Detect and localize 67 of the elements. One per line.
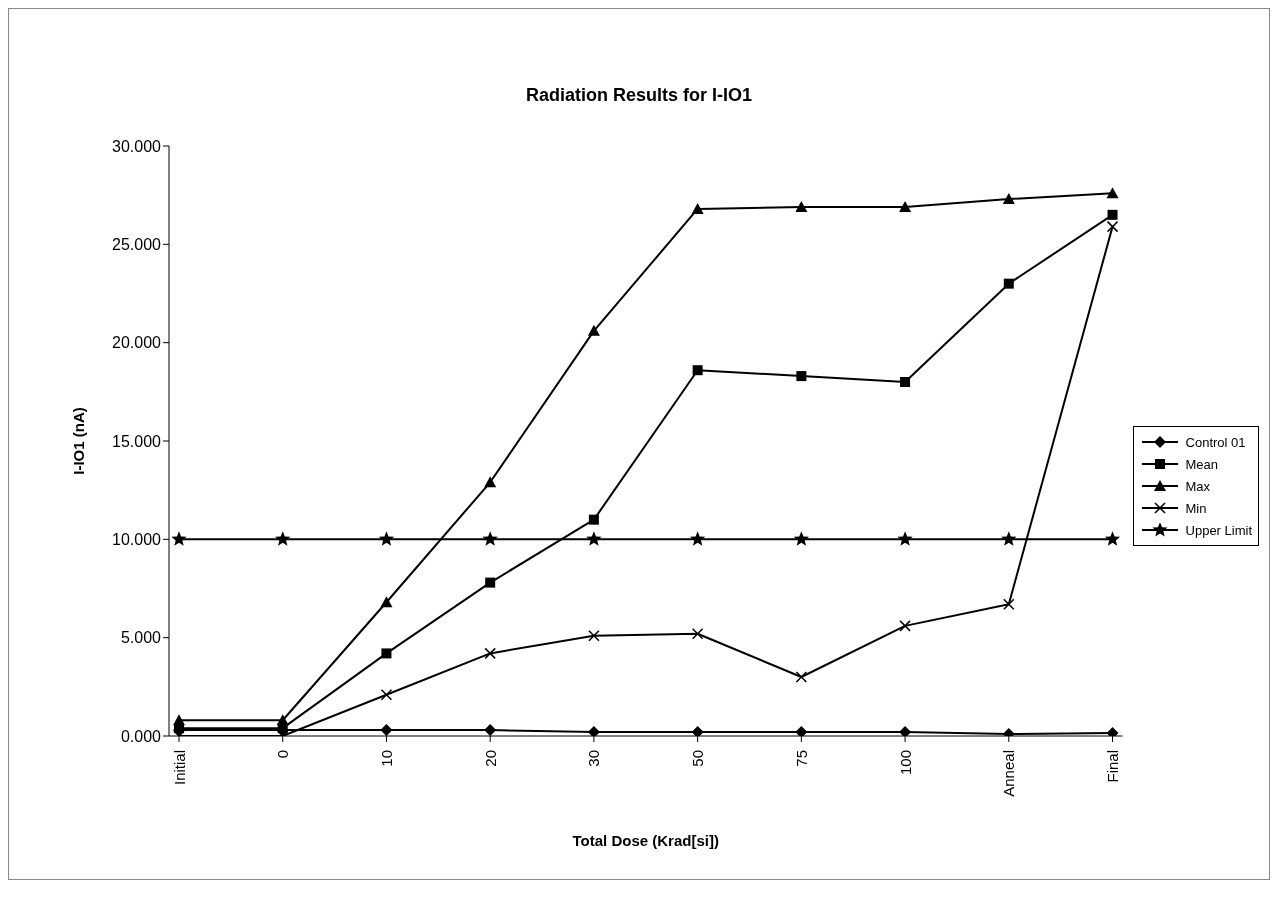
point	[899, 200, 912, 212]
point	[588, 629, 600, 642]
point	[796, 371, 807, 382]
legend-label: Max	[1185, 478, 1211, 494]
x-tick-label: 10	[377, 750, 395, 767]
x-tick-label: 20	[481, 750, 499, 767]
point	[588, 514, 599, 525]
y-tick-label: 10.000	[112, 531, 162, 549]
point	[1002, 193, 1015, 205]
point	[482, 531, 498, 546]
y-tick-label: 15.000	[112, 432, 162, 450]
point	[691, 202, 704, 214]
point	[380, 724, 393, 736]
x-tick-label: 30	[585, 750, 603, 767]
point	[275, 531, 291, 546]
x-tick-label: Initial	[170, 750, 188, 786]
point	[587, 324, 600, 336]
x-tick-label: 0	[274, 750, 292, 759]
point	[586, 531, 602, 546]
point	[899, 620, 911, 632]
x-tick-label: 100	[896, 750, 914, 776]
y-tick-label: 20.000	[112, 334, 162, 352]
point	[1003, 278, 1014, 289]
point	[795, 726, 808, 736]
point	[380, 596, 393, 608]
y-tick-label: 30.000	[112, 137, 162, 155]
point	[485, 577, 496, 588]
point	[380, 688, 393, 701]
x-tick-label: 75	[792, 750, 810, 767]
point	[484, 476, 497, 488]
point	[1106, 220, 1119, 233]
point	[899, 726, 912, 736]
point	[1107, 209, 1118, 220]
point	[173, 714, 185, 726]
point	[692, 365, 703, 376]
point	[484, 647, 496, 660]
y-axis-title: I-IO1 (nA)	[70, 407, 88, 475]
point	[691, 726, 704, 736]
point	[276, 714, 289, 726]
point	[900, 377, 911, 387]
x-tick-label: 50	[689, 750, 707, 767]
point	[897, 531, 913, 546]
y-tick-label: 0.000	[120, 727, 162, 745]
x-axis-title: Total Dose (Krad[si])	[572, 832, 719, 849]
point	[690, 531, 706, 546]
chart-title: Radiation Results for I-IO1	[525, 84, 753, 106]
point	[691, 627, 704, 640]
x-tick-label: Anneal	[1000, 750, 1018, 797]
point	[795, 200, 808, 212]
point	[1104, 531, 1121, 546]
point	[484, 724, 497, 736]
y-tick-label: 25.000	[112, 236, 162, 254]
legend-label: Min	[1185, 500, 1207, 516]
point	[795, 671, 808, 683]
point	[378, 531, 395, 546]
legend-label: Upper Limit	[1185, 522, 1252, 538]
point	[171, 531, 187, 546]
point	[1106, 187, 1119, 199]
y-tick-label: 5.000	[120, 629, 162, 647]
legend-label: Control 01	[1185, 434, 1246, 450]
point	[587, 726, 600, 736]
point	[793, 531, 809, 546]
point	[1001, 531, 1017, 546]
legend-label: Mean	[1185, 456, 1219, 472]
point	[1003, 598, 1015, 610]
x-tick-label: Final	[1104, 750, 1122, 783]
point	[381, 648, 392, 659]
